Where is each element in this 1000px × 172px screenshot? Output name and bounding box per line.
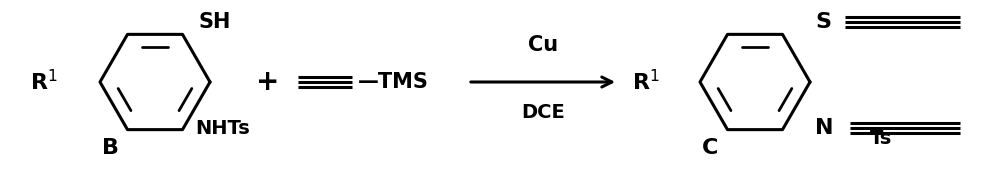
Text: SH: SH	[198, 12, 230, 32]
Text: Cu: Cu	[528, 35, 558, 55]
Text: —TMS: —TMS	[358, 72, 429, 92]
Text: NHTs: NHTs	[195, 119, 250, 137]
Text: DCE: DCE	[521, 103, 565, 121]
Text: C: C	[702, 138, 718, 158]
Text: B: B	[102, 138, 119, 158]
Text: S: S	[815, 12, 831, 32]
Text: N: N	[815, 118, 834, 138]
Text: R$^1$: R$^1$	[632, 69, 660, 95]
Text: R$^1$: R$^1$	[30, 69, 58, 95]
Text: Ts: Ts	[870, 129, 892, 148]
Text: +: +	[256, 68, 280, 96]
